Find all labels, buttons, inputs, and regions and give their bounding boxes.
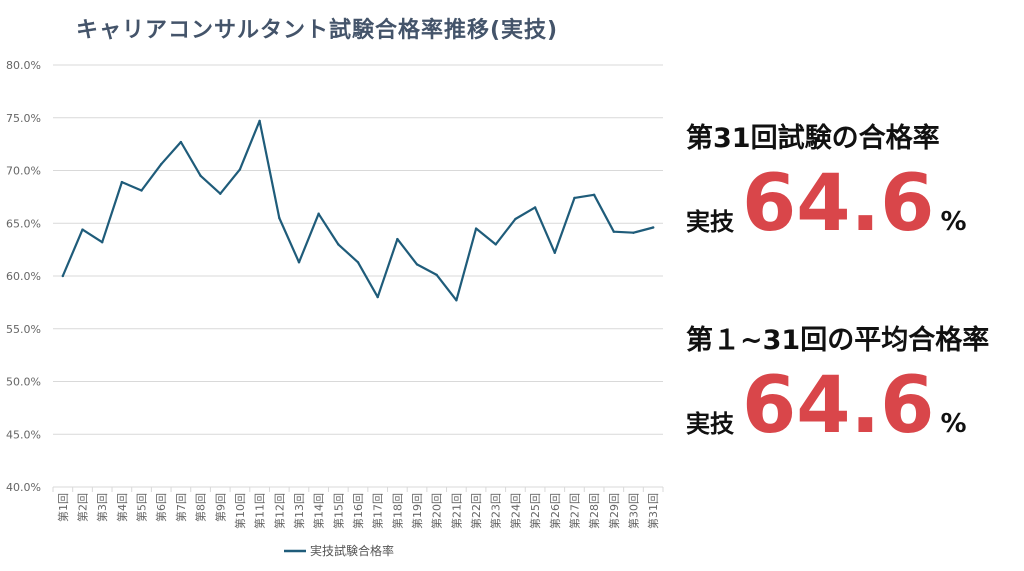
latest-rate-heading: 第31回試験の合格率 <box>686 123 940 154</box>
latest-rate-label: 実技 <box>686 208 734 236</box>
x-tick-label: 第20回 <box>430 493 444 529</box>
x-tick-label: 第10回 <box>233 493 247 529</box>
y-tick-label: 75.0% <box>6 112 41 125</box>
x-tick-label: 第6回 <box>154 493 168 522</box>
x-tick-label: 第13回 <box>292 493 306 529</box>
line-chart: 80.0% 75.0% 70.0% 65.0% 60.0% 55.0% 50.0% 45.0%… <box>6 59 664 558</box>
data-point <box>356 261 360 264</box>
data-point <box>61 274 65 278</box>
data-point <box>632 231 635 234</box>
x-tick-label: 第8回 <box>194 493 208 522</box>
data-point <box>514 217 517 221</box>
data-point <box>396 237 399 241</box>
data-point <box>258 119 261 123</box>
data-point <box>238 168 242 171</box>
data-point <box>140 189 143 192</box>
x-tick-label: 第24回 <box>508 493 522 529</box>
data-point <box>435 273 438 277</box>
data-point <box>199 174 202 177</box>
data-point <box>592 193 596 196</box>
latest-rate-row: 実技 64.6% <box>686 159 967 249</box>
data-point <box>317 212 320 215</box>
data-point <box>651 226 655 229</box>
data-point <box>100 241 104 244</box>
data-point <box>337 243 340 246</box>
data-point <box>120 180 124 184</box>
x-tick-label: 第12回 <box>272 493 286 529</box>
data-point <box>415 263 419 266</box>
average-rate-heading: 第１~31回の平均合格率 <box>686 325 990 356</box>
y-tick-label: 55.0% <box>6 323 41 336</box>
average-rate-value: 64.6 <box>742 361 935 451</box>
x-tick-label: 第25回 <box>528 493 542 529</box>
data-point <box>455 299 458 302</box>
x-tick-label: 第31回 <box>646 493 660 529</box>
y-tick-label: 80.0% <box>6 59 41 72</box>
data-point <box>533 206 537 209</box>
series-line <box>61 119 655 302</box>
x-tick-label: 第30回 <box>626 493 640 529</box>
x-tick-label: 第19回 <box>410 493 424 529</box>
x-tick-label: 第17回 <box>371 493 385 529</box>
data-point <box>278 216 281 220</box>
x-tick-label: 第23回 <box>489 493 503 529</box>
data-point <box>573 196 576 200</box>
x-tick-label: 第5回 <box>135 493 149 522</box>
x-tick-label: 第4回 <box>115 493 129 522</box>
latest-rate-unit: % <box>940 207 967 237</box>
average-rate-row: 実技 64.6% <box>686 361 989 451</box>
x-tick-label: 第29回 <box>607 493 621 529</box>
x-tick-label: 第9回 <box>213 493 227 522</box>
x-tick-label: 第16回 <box>351 493 365 529</box>
data-point <box>160 162 163 166</box>
legend-label: 実技試験合格率 <box>310 543 394 558</box>
data-point <box>612 230 616 233</box>
data-point <box>179 140 183 144</box>
y-tick-label: 50.0% <box>6 376 41 389</box>
x-tick-label: 第27回 <box>567 493 581 529</box>
y-tick-label: 40.0% <box>6 481 41 494</box>
x-tick-label: 第11回 <box>253 493 267 529</box>
data-point <box>494 243 497 246</box>
latest-rate-value: 64.6 <box>742 159 935 249</box>
x-tick-label: 第28回 <box>587 493 601 529</box>
x-tick-label: 第21回 <box>449 493 463 529</box>
chart-title: キャリアコンサルタント試験合格率推移(実技) <box>76 18 559 43</box>
x-tick-label: 第3回 <box>95 493 109 522</box>
x-tick-label: 第14回 <box>312 493 326 529</box>
x-tick-label: 第7回 <box>174 493 188 522</box>
average-rate-panel: 第１~31回の平均合格率 実技 64.6% <box>686 318 989 451</box>
x-tick-label: 第2回 <box>76 493 90 522</box>
y-tick-label: 70.0% <box>6 165 41 178</box>
data-point <box>219 192 222 195</box>
x-tick-label: 第22回 <box>469 493 483 529</box>
data-point <box>553 251 556 254</box>
data-point <box>297 261 301 264</box>
x-tick-label: 第26回 <box>548 493 562 529</box>
data-point <box>474 227 478 230</box>
y-tick-label: 45.0% <box>6 428 41 441</box>
data-point <box>81 228 84 231</box>
data-point <box>376 295 379 299</box>
x-tick-label: 第18回 <box>390 493 404 529</box>
y-tick-label: 60.0% <box>6 270 41 283</box>
average-rate-unit: % <box>940 409 967 439</box>
y-tick-label: 65.0% <box>6 217 41 230</box>
x-tick-label: 第15回 <box>331 493 345 529</box>
average-rate-label: 実技 <box>686 410 734 438</box>
x-tick-label: 第1回 <box>56 493 70 522</box>
latest-rate-panel: 第31回試験の合格率 実技 64.6% <box>686 116 967 249</box>
